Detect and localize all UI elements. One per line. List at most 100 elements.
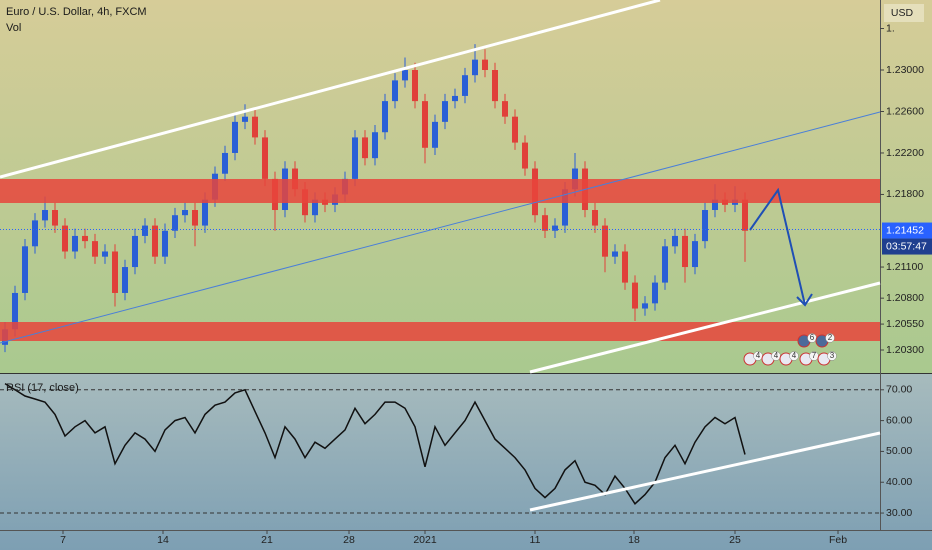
x-tick-label: 2021 <box>413 534 437 546</box>
x-tick-label: 28 <box>343 534 355 546</box>
candle-body <box>132 235 138 268</box>
candle-body <box>682 235 688 268</box>
candle-body <box>502 101 508 117</box>
candle-body <box>632 282 638 309</box>
x-tick-label: 25 <box>729 534 741 546</box>
candle-body <box>642 303 648 309</box>
volume-label: Vol <box>6 22 21 34</box>
event-count-bg <box>825 333 835 343</box>
countdown-box <box>882 238 932 255</box>
event-count: 3 <box>830 351 835 360</box>
last-price-label: 1.21452 <box>886 224 924 236</box>
arrow-head <box>796 293 813 307</box>
y-tick-label: 30.00 <box>886 507 912 519</box>
event-count: 4 <box>792 351 797 360</box>
y-tick-label: 1.21100 <box>886 261 923 273</box>
candle-body <box>162 230 168 257</box>
candle-body <box>402 70 408 81</box>
candle-body <box>592 210 598 226</box>
candle-body <box>352 137 358 179</box>
candle-body <box>702 210 708 242</box>
candle-body <box>652 282 658 304</box>
y-tick-label: 40.00 <box>886 476 912 488</box>
support-zone <box>0 322 880 341</box>
chart-title: Euro / U.S. Dollar, 4h, FXCM <box>6 6 147 18</box>
candle-body <box>412 70 418 102</box>
candle-body <box>622 251 628 283</box>
candle-body <box>432 121 438 148</box>
event-count: 6 <box>810 333 815 342</box>
candle-body <box>672 235 678 247</box>
event-count: 7 <box>812 351 817 360</box>
candle-body <box>242 116 248 122</box>
rsi-title: RSI (17, close) <box>6 382 79 394</box>
event-count-bg <box>827 351 837 361</box>
candle-body <box>662 246 668 283</box>
candle-body <box>572 168 578 190</box>
candle-body <box>202 199 208 226</box>
candle-body <box>192 210 198 226</box>
y-tick-label: 1.22200 <box>886 147 924 159</box>
trend-line <box>0 111 881 344</box>
candle-body <box>12 292 18 330</box>
candle-body <box>462 75 468 96</box>
y-tick-label: 1.22600 <box>886 105 924 117</box>
candle-body <box>692 241 698 268</box>
y-tick-label: 1. <box>886 22 895 34</box>
y-tick-label: 60.00 <box>886 414 912 426</box>
currency-box <box>884 4 924 22</box>
candle-body <box>602 225 608 257</box>
candle-body <box>542 215 548 231</box>
candle-body <box>442 101 448 122</box>
candle-body <box>362 137 368 159</box>
candle-body <box>42 210 48 221</box>
x-tick-label: 21 <box>261 534 273 546</box>
candle-body <box>712 199 718 211</box>
candle-body <box>312 199 318 216</box>
candle-body <box>562 189 568 226</box>
rsi-line <box>4 382 746 505</box>
candle-body <box>472 59 478 76</box>
channel-top <box>0 0 661 179</box>
plot <box>0 28 884 534</box>
candle-body <box>742 199 748 231</box>
last-price-box <box>882 222 932 239</box>
candle-body <box>482 59 488 71</box>
candle-body <box>112 251 118 293</box>
rsi-trend-line <box>529 431 881 512</box>
candle-body <box>262 137 268 179</box>
candle-body <box>172 215 178 231</box>
x-tick-label: 7 <box>60 534 66 546</box>
candle-body <box>122 267 128 293</box>
candle-body <box>182 210 188 216</box>
candle-body <box>522 142 528 169</box>
x-tick-label: Feb <box>829 534 847 546</box>
projection-arrow <box>749 187 806 306</box>
countdown-label: 03:57:47 <box>886 240 927 252</box>
candle-body <box>452 95 458 102</box>
x-tick-label: 11 <box>530 534 541 546</box>
candle-body <box>222 152 228 174</box>
candle-body <box>422 101 428 148</box>
y-tick-label: 1.20550 <box>886 318 924 330</box>
event-count: 4 <box>774 351 779 360</box>
candle-body <box>82 235 88 242</box>
x-tick-label: 14 <box>157 534 169 546</box>
y-tick-label: 1.21800 <box>886 188 924 200</box>
candle-body <box>152 225 158 257</box>
resistance-zone <box>0 179 880 203</box>
rsi-pane <box>0 374 932 550</box>
y-tick-label: 1.20800 <box>886 292 924 304</box>
y-tick-label: 70.00 <box>886 384 912 396</box>
candle-body <box>512 116 518 143</box>
y-tick-label: 1.20300 <box>886 344 924 356</box>
candle-body <box>612 251 618 257</box>
candle-body <box>52 210 58 226</box>
x-tick-label: 18 <box>628 534 640 546</box>
channel-bottom <box>529 281 881 374</box>
candle-body <box>372 132 378 159</box>
event-count: 2 <box>828 333 833 342</box>
event-count: 4 <box>756 351 761 360</box>
